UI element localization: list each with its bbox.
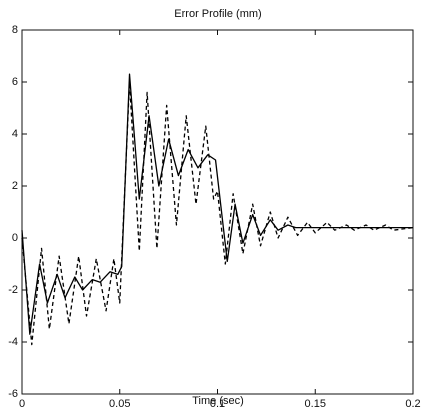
y-tick-label: 8 [12, 24, 18, 36]
x-axis-label: Time (sec) [192, 395, 244, 407]
y-tick-label: -2 [8, 284, 18, 296]
y-tick-label: 4 [12, 128, 18, 140]
x-tick-label: 0 [19, 398, 25, 409]
chart-title: Error Profile (mm) [174, 8, 261, 20]
plot-frame [21, 29, 414, 395]
x-tick-label: 0.2 [405, 398, 420, 409]
x-tick-label: 0.05 [109, 398, 130, 409]
y-tick-label: -6 [8, 388, 18, 400]
data-line [21, 73, 413, 335]
y-tick-label: -4 [8, 336, 18, 348]
x-tick-label: 0.1 [210, 398, 225, 409]
y-tick-label: 6 [12, 76, 18, 88]
data-line [21, 81, 414, 346]
y-tick-label: 0 [12, 232, 18, 244]
x-tick-label: 0.15 [305, 398, 326, 409]
y-tick-label: 2 [12, 180, 18, 192]
